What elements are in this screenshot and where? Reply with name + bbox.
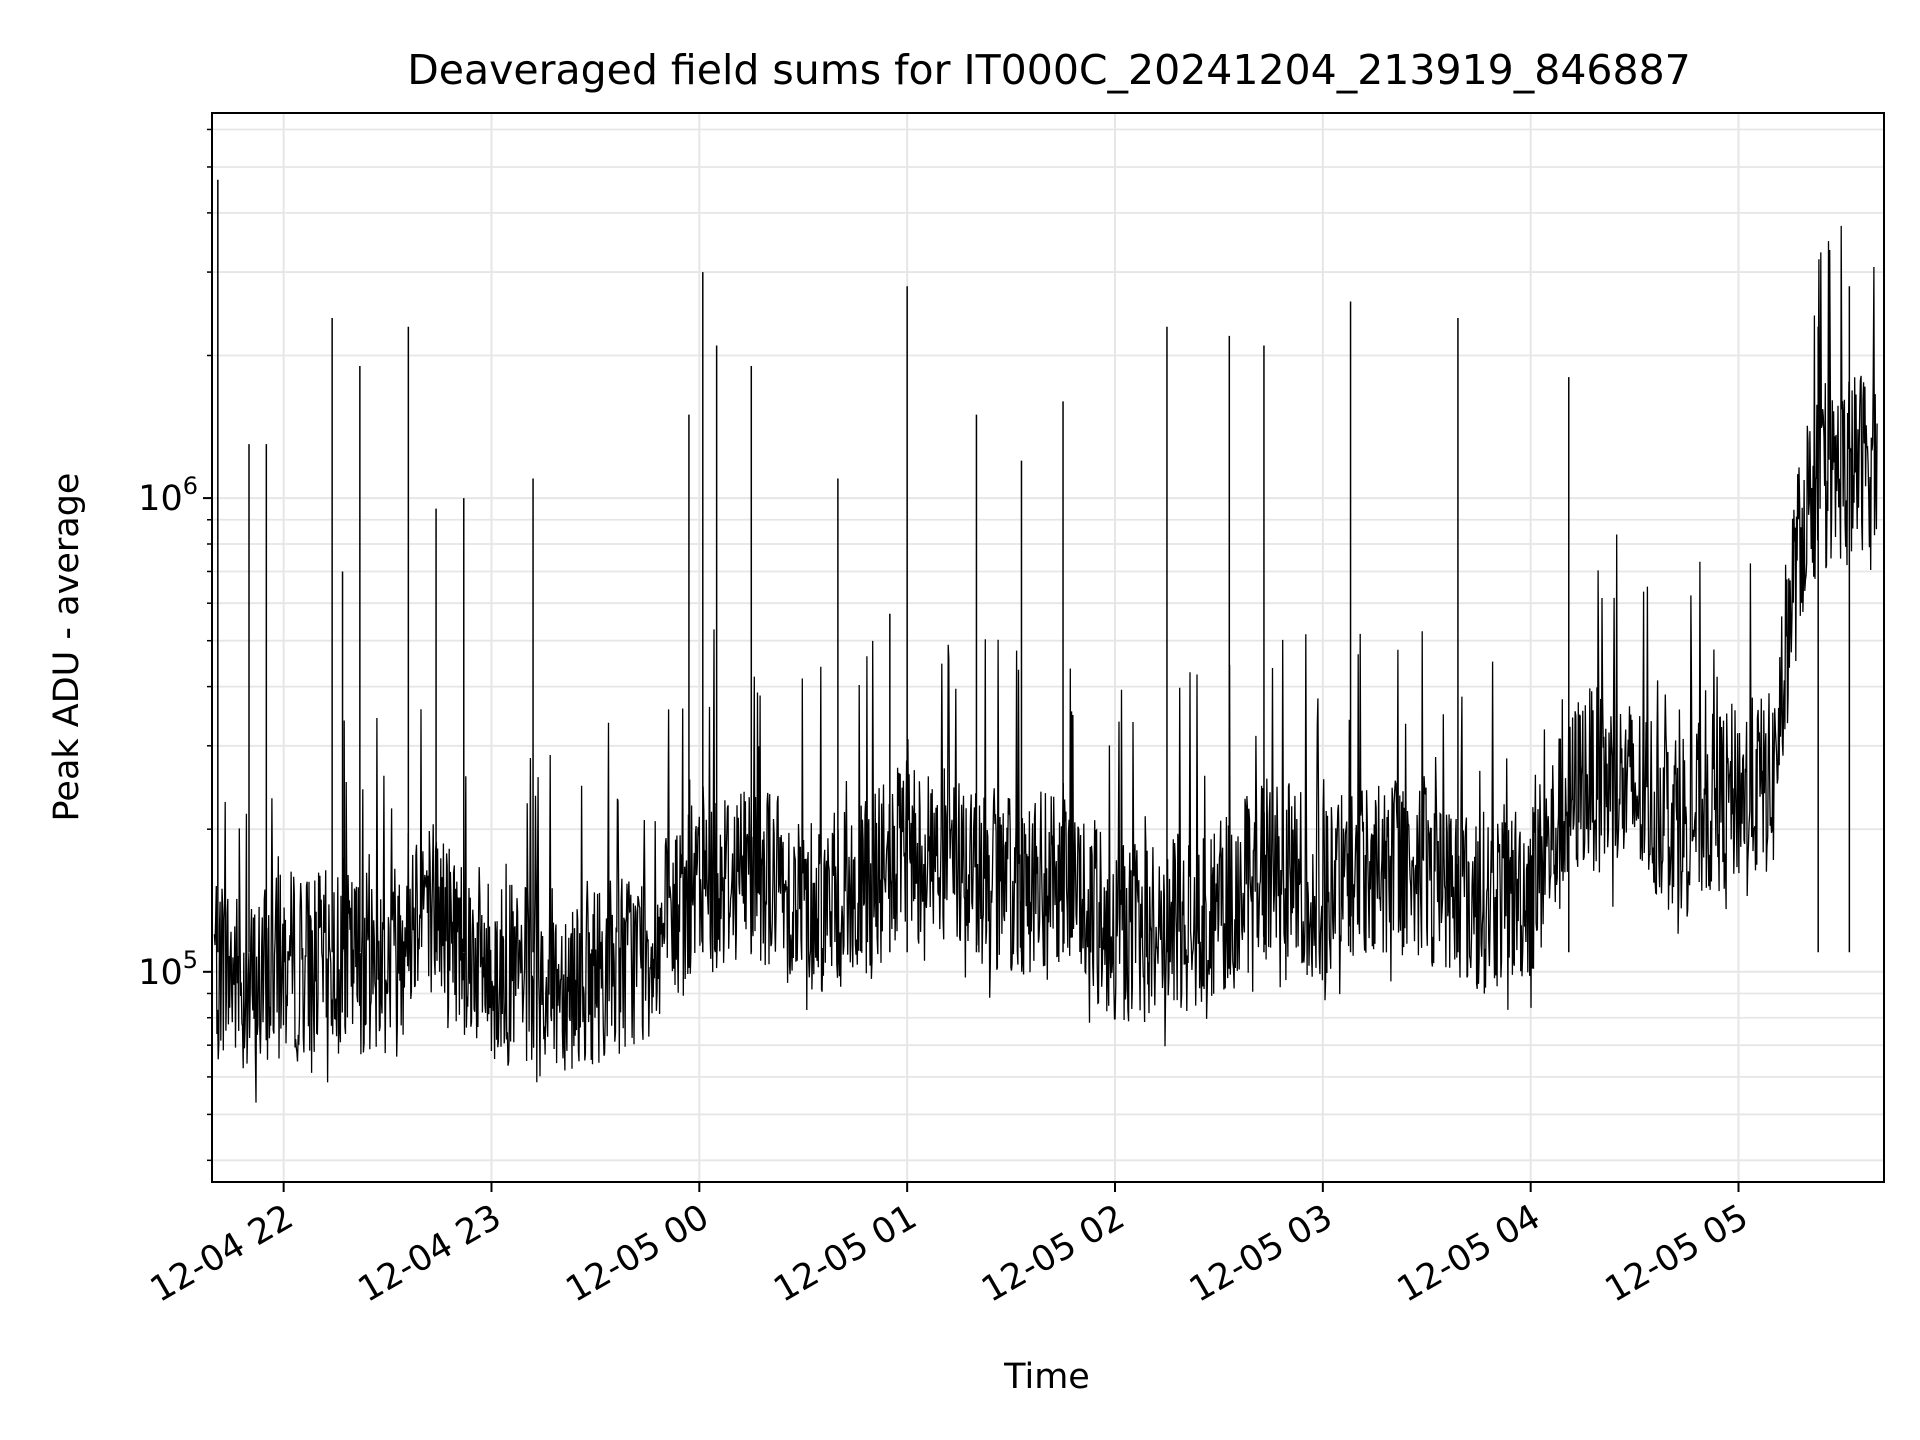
series-layer [213, 179, 1878, 1103]
x-axis-label: Time [1003, 1357, 1090, 1397]
y-tick-label: 105 [138, 946, 198, 993]
series-line [213, 225, 1878, 1103]
plot-frame [211, 112, 1885, 1183]
y-ticks: 105 106 [138, 128, 212, 1162]
chart-title: Deaveraged field sums for IT000C_2024120… [407, 46, 1691, 94]
y-axis-label: Peak ADU - average [47, 473, 87, 822]
grid [212, 113, 1884, 1182]
y-tick-label: 106 [138, 472, 198, 519]
